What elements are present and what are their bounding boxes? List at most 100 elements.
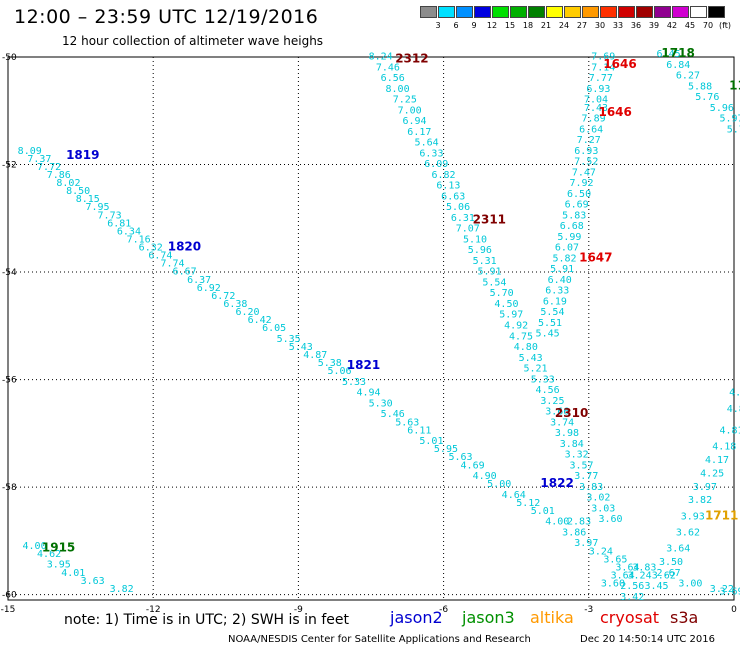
- swh-value: 8.24: [369, 52, 393, 63]
- legend-swatch: [546, 6, 563, 18]
- swh-value: 3.62: [676, 527, 700, 538]
- swh-value: 7.74: [160, 259, 184, 270]
- swh-value: 7.89: [582, 114, 606, 125]
- swh-value: 3.82: [688, 495, 712, 506]
- swh-value: 4.69: [461, 460, 485, 471]
- swh-value: 5.7: [727, 124, 740, 135]
- swh-value: 4.81: [719, 425, 740, 436]
- swh-value: 5.51: [538, 318, 562, 329]
- swh-value: 7.37: [27, 154, 51, 165]
- swh-value: 3.65: [603, 554, 627, 565]
- swh-value: 6.34: [117, 226, 141, 237]
- swh-value: 5.06: [327, 366, 351, 377]
- swh-value: 4.25: [700, 468, 724, 479]
- swh-value: 2.83: [567, 517, 591, 528]
- legend-label: 24: [558, 21, 570, 30]
- swh-value: 5.70: [490, 288, 514, 299]
- swh-value: 4.80: [514, 342, 538, 353]
- swh-value: 3.57: [569, 460, 593, 471]
- swh-value: 3.45: [644, 581, 668, 592]
- swh-value: 3.32: [565, 450, 589, 461]
- swh-value: 6.82: [432, 170, 456, 181]
- swh-value: 3.22: [710, 584, 734, 595]
- swh-value: 6.33: [545, 286, 569, 297]
- swh-value: 3.50: [659, 557, 683, 568]
- map-ticks: -15 -12 -9 -6 -3 0 -50 -52 -54 -56 -58 -60: [1, 53, 737, 615]
- legend-label: 42: [666, 21, 678, 30]
- swh-value: 7.07: [456, 224, 480, 235]
- swh-value: 6.09: [424, 159, 448, 170]
- pass-label: 1711: [705, 508, 738, 522]
- swh-value: 5.01: [419, 436, 443, 447]
- pass-label: 1646: [603, 57, 636, 71]
- swh-value: 6.27: [676, 71, 700, 82]
- swh-value: 2.67: [657, 568, 681, 579]
- swh-value: 3.66: [545, 407, 569, 418]
- pass-label: 1821: [347, 358, 380, 372]
- swh-value: 6.93: [586, 84, 610, 95]
- pass-label: 11: [729, 78, 740, 92]
- swh-value: 3.82: [110, 584, 134, 595]
- legend-swatch: [600, 6, 617, 18]
- swh-value: 4.94: [356, 388, 380, 399]
- pass-label: 1820: [168, 240, 201, 254]
- swh-value: 5.38: [318, 358, 342, 369]
- swh-value: 6.72: [211, 291, 235, 302]
- pass-labels: 1819 1820 1821 1822 2312 2311 2310 1646 1646 1647…: [42, 46, 740, 555]
- swh-value: 7.47: [572, 167, 596, 178]
- legend-label: 6: [453, 21, 459, 30]
- swh-value: 5.06: [446, 202, 470, 213]
- swh-value: 7.27: [577, 135, 601, 146]
- swh-value: 5.43: [289, 342, 313, 353]
- legend-label: 36: [630, 21, 642, 30]
- satellite-jason2: jason2: [390, 608, 443, 627]
- swh-value: 6.56: [381, 73, 405, 84]
- legend-label: 9: [471, 21, 477, 30]
- swh-value: 6.69: [565, 200, 589, 211]
- swh-value: 6.11: [407, 425, 431, 436]
- legend-label: 3: [435, 21, 441, 30]
- swh-value: 6.84: [666, 60, 690, 71]
- swh-value: 7.25: [393, 95, 417, 106]
- pass-label: 1819: [66, 148, 99, 162]
- lat-tick-label: -58: [2, 483, 17, 493]
- pass-label: 2311: [473, 213, 506, 227]
- legend-label: 30: [594, 21, 606, 30]
- swh-value: 8.50: [66, 186, 90, 197]
- swh-value: 3.69: [719, 587, 740, 598]
- swh-value: 5.96: [710, 103, 734, 114]
- swh-tracks: 8.097.377.727.868.028.508.157.957.736.81…: [18, 49, 740, 603]
- swh-value: 5.91: [550, 264, 574, 275]
- swh-value: 6.37: [187, 275, 211, 286]
- legend-swatch: [618, 6, 635, 18]
- swh-value: 7.14: [591, 62, 615, 73]
- swh-value: 3.97: [574, 538, 598, 549]
- swh-value: 3.60: [598, 514, 622, 525]
- legend-swatch: [420, 6, 437, 18]
- page-subtitle: 12 hour collection of altimeter wave hei…: [62, 34, 324, 48]
- lon-tick-label: -3: [584, 605, 593, 615]
- swh-value: 5.46: [381, 409, 405, 420]
- legend-unit: (ft): [718, 21, 732, 30]
- lon-tick-label: -6: [439, 605, 448, 615]
- swh-value: 6.19: [543, 296, 567, 307]
- legend-label: 18: [522, 21, 534, 30]
- legend-label: 12: [486, 21, 498, 30]
- legend-label: 15: [504, 21, 516, 30]
- swh-value: 3.98: [555, 428, 579, 439]
- swh-value: 7.72: [37, 162, 61, 173]
- swh-value: 5.63: [448, 452, 472, 463]
- swh-value: 5.00: [487, 479, 511, 490]
- swh-value: 8.09: [18, 146, 42, 157]
- swh-value: 5.21: [523, 364, 547, 375]
- pass-label: 1646: [598, 105, 631, 119]
- swh-value: 6.74: [148, 251, 172, 262]
- swh-value: 3.64: [611, 570, 635, 581]
- swh-value: 6.93: [574, 146, 598, 157]
- lon-tick-label: -12: [146, 605, 161, 615]
- swh-value: 5.63: [395, 417, 419, 428]
- swh-value: 6.38: [223, 299, 247, 310]
- swh-value: 3.63: [81, 576, 105, 587]
- map-grid: [8, 57, 734, 600]
